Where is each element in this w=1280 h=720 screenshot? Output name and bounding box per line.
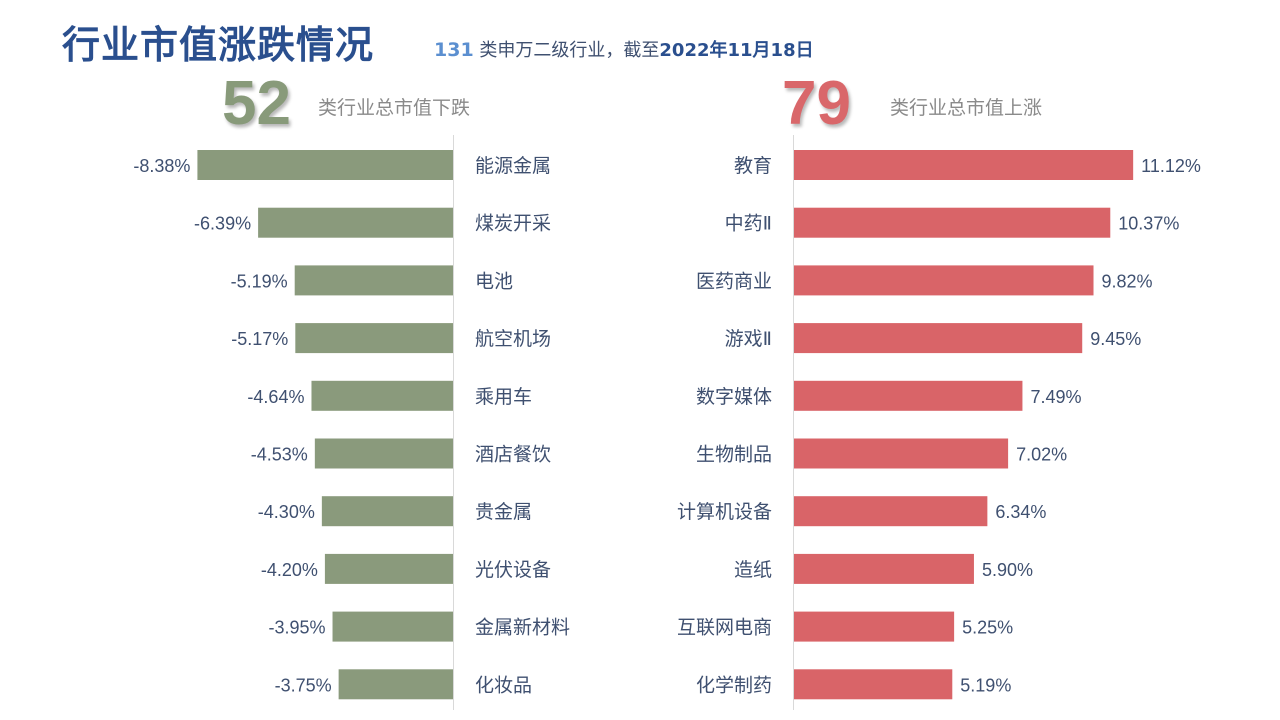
up-category-label-7: 造纸 <box>734 559 772 581</box>
up-value-label-8: 5.25% <box>962 618 1013 638</box>
down-caption: 类行业总市值下跌 <box>318 97 471 119</box>
subtitle-date: 2022年11月18日 <box>659 40 814 61</box>
down-bar-1 <box>258 207 453 238</box>
down-value-label-0: -8.38% <box>133 156 190 176</box>
up-bar-6 <box>794 496 988 527</box>
up-value-label-0: 11.12% <box>1141 156 1201 176</box>
down-category-label-2: 电池 <box>475 270 513 292</box>
down-axis-line <box>453 135 454 710</box>
up-category-label-0: 教育 <box>734 155 772 177</box>
down-bar-6 <box>321 496 453 527</box>
down-value-label-1: -6.39% <box>194 214 251 234</box>
up-bar-8 <box>794 611 955 642</box>
up-category-label-4: 数字媒体 <box>696 386 772 408</box>
down-value-label-6: -4.30% <box>258 502 315 522</box>
up-value-label-4: 7.49% <box>1030 387 1081 407</box>
up-bar-0 <box>794 150 1134 180</box>
down-category-label-4: 乘用车 <box>475 386 532 408</box>
up-bar-4 <box>794 380 1023 411</box>
up-category-label-5: 生物制品 <box>696 444 772 466</box>
down-category-label-8: 金属新材料 <box>475 617 570 639</box>
up-value-label-5: 7.02% <box>1016 445 1067 465</box>
down-value-label-4: -4.64% <box>247 387 304 407</box>
down-category-label-7: 光伏设备 <box>475 559 551 581</box>
down-value-label-7: -4.20% <box>261 560 318 580</box>
up-caption: 类行业总市值上涨 <box>890 97 1043 119</box>
down-bar-5 <box>314 438 453 469</box>
up-bar-2 <box>794 265 1094 296</box>
down-bar-2 <box>294 265 453 296</box>
down-value-label-8: -3.95% <box>268 618 325 638</box>
up-category-label-9: 化学制药 <box>696 674 772 696</box>
subtitle-text: 类申万二级行业，截至 <box>473 40 660 61</box>
up-category-label-8: 互联网电商 <box>677 617 772 639</box>
down-category-label-3: 航空机场 <box>475 328 551 350</box>
up-bar-1 <box>794 207 1111 238</box>
up-value-label-7: 5.90% <box>982 560 1033 580</box>
up-category-label-2: 医药商业 <box>696 270 772 292</box>
down-bar-7 <box>324 553 453 584</box>
page-subtitle: 131 类申万二级行业，截至2022年11月18日 <box>434 36 814 62</box>
down-bar-3 <box>295 323 453 354</box>
down-value-label-9: -3.75% <box>275 675 332 695</box>
up-value-label-3: 9.45% <box>1090 329 1141 349</box>
down-bar-9 <box>338 669 453 700</box>
down-category-label-9: 化妆品 <box>475 674 532 696</box>
down-value-label-3: -5.17% <box>231 329 288 349</box>
down-bar-4 <box>311 380 453 411</box>
down-category-label-5: 酒店餐饮 <box>475 444 551 466</box>
down-value-label-5: -4.53% <box>251 445 308 465</box>
up-category-label-6: 计算机设备 <box>677 501 772 523</box>
up-value-label-2: 9.82% <box>1102 271 1153 291</box>
page-title: 行业市值涨跌情况 <box>62 23 375 67</box>
up-category-label-1: 中药Ⅱ <box>725 213 772 235</box>
up-count: 79 <box>782 69 851 138</box>
up-value-label-6: 6.34% <box>995 502 1046 522</box>
up-bar-9 <box>794 669 953 700</box>
up-category-label-3: 游戏Ⅱ <box>725 328 772 350</box>
down-bar-0 <box>197 150 453 180</box>
down-category-label-0: 能源金属 <box>475 155 551 177</box>
down-count: 52 <box>222 69 291 138</box>
up-bar-7 <box>794 553 974 584</box>
up-value-label-9: 5.19% <box>960 675 1011 695</box>
subtitle-count: 131 <box>434 39 474 61</box>
down-category-label-6: 贵金属 <box>475 501 532 523</box>
up-axis-line <box>793 135 794 710</box>
down-bar-8 <box>332 611 453 642</box>
up-value-label-1: 10.37% <box>1118 214 1179 234</box>
up-bar-5 <box>794 438 1009 469</box>
down-category-label-1: 煤炭开采 <box>475 213 551 235</box>
down-value-label-2: -5.19% <box>231 271 288 291</box>
up-bar-3 <box>794 323 1083 354</box>
